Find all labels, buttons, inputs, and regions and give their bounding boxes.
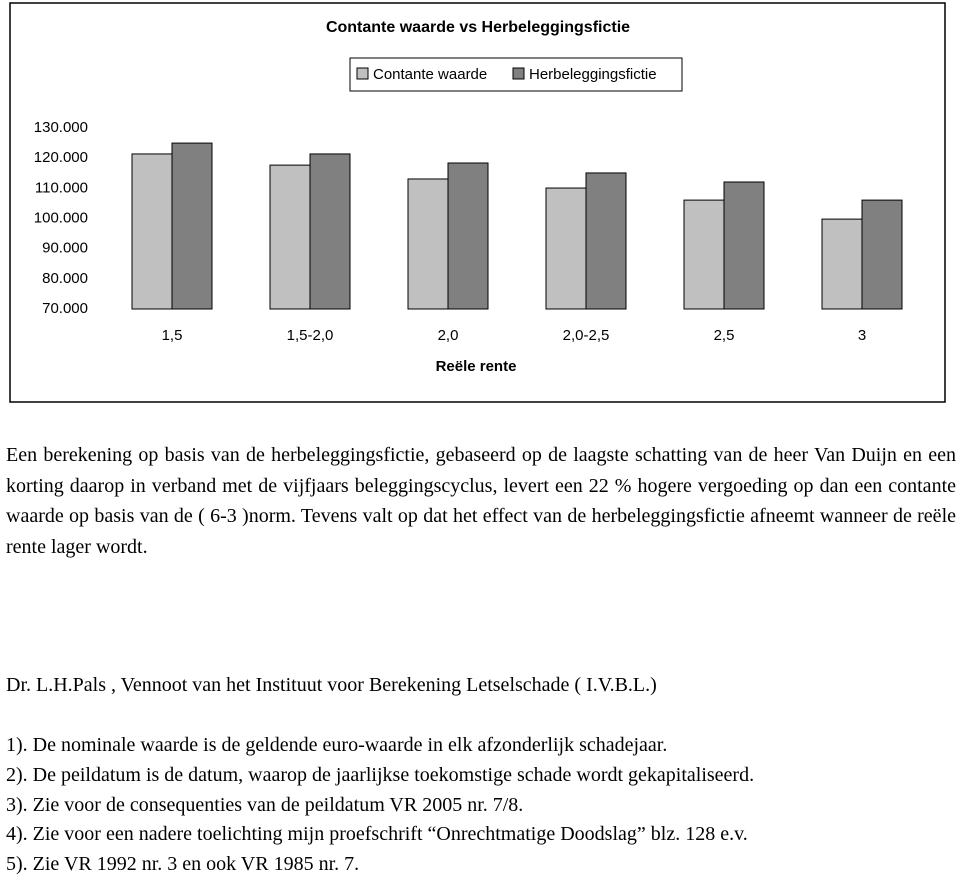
bar [821, 218, 863, 310]
legend-frame [349, 57, 683, 92]
chart-frame [9, 2, 946, 403]
y-tick-label: 90.000 [42, 240, 88, 257]
chart: Contante waarde vs Herbeleggingsfictie R… [9, 2, 946, 403]
bar [269, 164, 311, 310]
note: 4). Zie voor een nadere toelichting mijn… [6, 823, 748, 846]
x-tick-label: 2,5 [714, 327, 735, 344]
bar [171, 142, 213, 310]
y-tick-label: 110.000 [35, 179, 88, 196]
y-tick-label: 120.000 [34, 149, 88, 166]
bar [309, 153, 351, 310]
legend-label: Contante waarde [373, 66, 487, 83]
x-tick-label: 3 [858, 327, 866, 344]
y-tick-label: 70.000 [42, 300, 88, 317]
chart-title: Contante waarde vs Herbeleggingsfictie [326, 19, 630, 36]
x-tick-label: 1,5-2,0 [287, 327, 334, 344]
y-tick-label: 130.000 [34, 119, 88, 136]
signature: Dr. L.H.Pals , Vennoot van het Instituut… [6, 674, 657, 696]
note: 1). De nominale waarde is de geldende eu… [6, 734, 668, 756]
bar [723, 181, 765, 310]
bar [683, 199, 725, 310]
legend-swatch [356, 67, 369, 80]
x-axis-title: Reële rente [436, 358, 517, 375]
note: 5). Zie VR 1992 nr. 3 en ook VR 1985 nr.… [6, 853, 360, 876]
x-tick-label: 2,0-2,5 [563, 327, 610, 344]
legend-swatch [512, 67, 525, 80]
note: 2). De peildatum is de datum, waarop de … [6, 763, 755, 786]
y-tick-label: 100.000 [34, 209, 88, 226]
notes: 1). De nominale waarde is de geldende eu… [6, 731, 956, 880]
x-tick-label: 1,5 [162, 327, 183, 344]
note: 3). Zie voor de consequenties van de pei… [6, 793, 524, 816]
bar [131, 153, 173, 310]
y-tick-label: 80.000 [42, 270, 88, 287]
bar [585, 172, 627, 310]
bar [447, 162, 489, 310]
bar [861, 199, 903, 310]
legend-label: Herbeleggingsfictie [529, 66, 657, 83]
x-tick-label: 2,0 [438, 327, 459, 344]
bar [407, 178, 449, 310]
paragraph: Een berekening op basis van de herbelegg… [6, 444, 956, 558]
bar [545, 187, 587, 310]
